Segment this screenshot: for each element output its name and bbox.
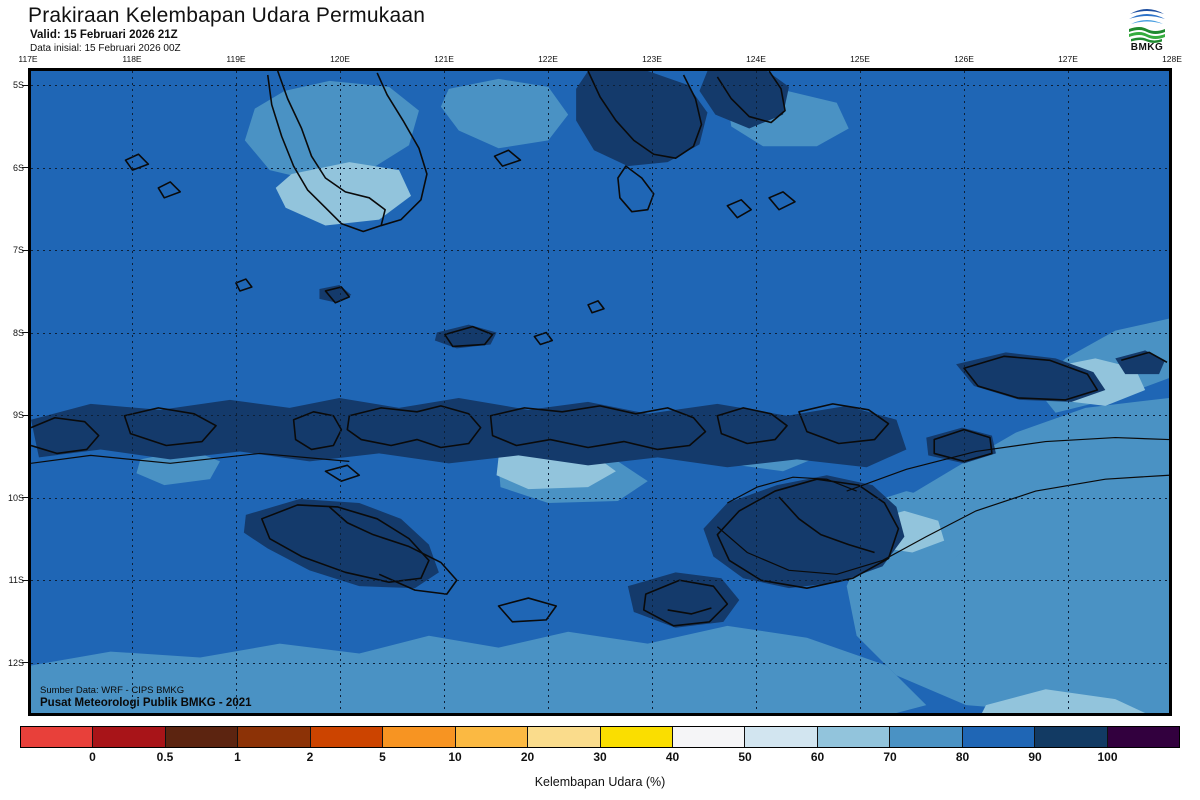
colorbar-segment-8[interactable]: [600, 727, 673, 747]
valid-time-label: Valid: 15 Februari 2026 21Z: [30, 29, 178, 41]
y-tick-mark: [22, 249, 28, 251]
colorbar-tick-20: 20: [520, 750, 535, 764]
x-axis-tick-125E: 125E: [850, 54, 870, 64]
gridline-horizontal: [31, 85, 1169, 86]
bmkg-logo-text: BMKG: [1130, 42, 1164, 53]
gridline-horizontal: [31, 662, 1169, 664]
y-tick-mark: [22, 84, 28, 86]
colorbar-tick-70: 70: [883, 750, 897, 764]
map-contour-layer: [31, 71, 1169, 713]
colorbar-segment-3[interactable]: [238, 727, 311, 747]
page-title: Prakiraan Kelembapan Udara Permukaan: [28, 4, 426, 27]
y-axis-tick-9S: 9S: [12, 410, 24, 420]
gridline-vertical: [1068, 71, 1069, 713]
y-axis-tick-8S: 8S: [12, 327, 24, 338]
colorbar-tick-0: 0: [89, 750, 96, 764]
political-border: [31, 436, 1169, 575]
x-axis-tick-126E: 126E: [954, 54, 974, 64]
x-axis-tick-120E: 120E: [330, 54, 350, 64]
x-axis-tick-121E: 121E: [434, 54, 454, 64]
y-tick-mark: [22, 662, 28, 663]
y-tick-mark: [22, 167, 28, 168]
gridline-vertical: [756, 71, 757, 713]
bmkg-logo: BMKG: [1110, 2, 1184, 56]
colorbar-segment-13[interactable]: [962, 727, 1036, 747]
x-axis-tick-117E: 117E: [18, 54, 38, 64]
colorbar-tick-10: 10: [448, 750, 462, 764]
init-time-label: Data inisial: 15 Februari 2026 00Z: [30, 43, 181, 54]
gridline-vertical: [444, 71, 445, 713]
gridline-horizontal: [31, 580, 1169, 581]
colorbar-segment-14[interactable]: [1035, 727, 1108, 747]
y-axis-tick-5S: 5S: [12, 80, 24, 90]
gridline-horizontal: [31, 497, 1169, 499]
y-axis-tick-12S: 12S: [7, 657, 24, 668]
gridline-vertical: [652, 71, 653, 713]
y-axis-tick-10S: 10S: [7, 492, 24, 503]
colorbar-tick-50: 50: [738, 750, 752, 764]
x-axis-tick-119E: 119E: [226, 54, 246, 64]
colorbar[interactable]: [20, 726, 1180, 748]
gridline-vertical: [860, 71, 861, 713]
y-tick-mark: [22, 414, 28, 416]
y-axis-tick-7S: 7S: [12, 245, 24, 255]
gridline-horizontal: [31, 415, 1169, 416]
humidity-contour-svg: [31, 71, 1169, 713]
colorbar-segment-1[interactable]: [93, 727, 166, 747]
gridline-vertical: [964, 71, 965, 713]
gridline-vertical: [236, 71, 237, 713]
data-source-label: Sumber Data: WRF - CIPS BMKG: [40, 685, 185, 696]
colorbar-tick-80: 80: [955, 750, 970, 764]
y-axis-tick-11S: 11S: [8, 575, 24, 585]
gridline-vertical: [340, 71, 341, 713]
map-credits: Sumber Data: WRF - CIPS BMKG Pusat Meteo…: [40, 685, 252, 709]
colorbar-segment-15[interactable]: [1107, 727, 1179, 747]
gridline-horizontal: [31, 250, 1169, 251]
colorbar-segment-2[interactable]: [165, 727, 239, 747]
colorbar-tick-40: 40: [665, 750, 680, 764]
gridline-horizontal: [31, 332, 1169, 334]
colorbar-tick-30: 30: [593, 750, 607, 764]
colorbar-tick-100: 100: [1097, 750, 1118, 764]
colorbar-tick-2: 2: [306, 750, 314, 764]
colorbar-segment-5[interactable]: [383, 727, 456, 747]
colorbar-label: Kelembapan Udara (%): [534, 775, 666, 789]
organization-label: Pusat Meteorologi Publik BMKG - 2021: [40, 697, 252, 709]
colorbar-segment-11[interactable]: [817, 727, 891, 747]
colorbar-segment-4[interactable]: [310, 727, 384, 747]
colorbar-segment-7[interactable]: [528, 727, 601, 747]
colorbar-tick-1: 1: [234, 750, 241, 764]
x-axis-tick-124E: 124E: [746, 54, 766, 64]
gridline-vertical: [132, 71, 133, 713]
y-tick-mark: [22, 497, 28, 498]
colorbar-segment-9[interactable]: [672, 727, 746, 747]
y-tick-mark: [22, 579, 28, 581]
header: Prakiraan Kelembapan Udara Permukaan Val…: [0, 0, 1200, 60]
x-axis-tick-118E: 118E: [122, 54, 142, 64]
y-axis-tick-6S: 6S: [12, 162, 24, 173]
y-tick-mark: [22, 332, 28, 333]
bmkg-logo-icon: [1128, 3, 1166, 43]
colorbar-tick-0.5: 0.5: [156, 750, 174, 764]
colorbar-segment-12[interactable]: [890, 727, 963, 747]
colorbar-tick-60: 60: [810, 750, 825, 764]
gridline-vertical: [548, 71, 549, 713]
gridline-horizontal: [31, 167, 1169, 169]
x-axis-tick-127E: 127E: [1058, 54, 1078, 64]
colorbar-tick-90: 90: [1028, 750, 1042, 764]
map-canvas[interactable]: Sumber Data: WRF - CIPS BMKG Pusat Meteo…: [28, 68, 1172, 716]
colorbar-segment-0[interactable]: [21, 727, 94, 747]
colorbar-segment-6[interactable]: [455, 727, 529, 747]
colorbar-segment-10[interactable]: [745, 727, 818, 747]
x-axis-tick-123E: 123E: [642, 54, 662, 64]
x-axis-tick-128E: 128E: [1162, 54, 1182, 64]
x-axis-tick-122E: 122E: [538, 54, 558, 64]
colorbar-tick-5: 5: [379, 750, 386, 764]
